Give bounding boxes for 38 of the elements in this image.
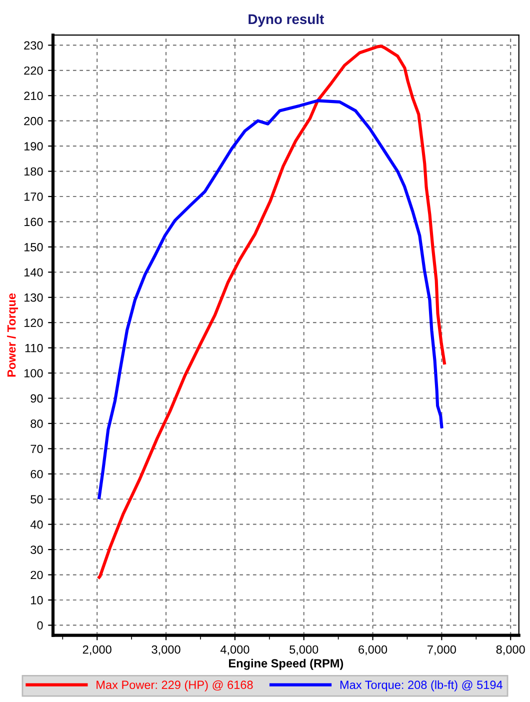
x-tick-label: 6,000: [358, 645, 388, 656]
y-tick-label: 180: [24, 167, 43, 176]
y-tick-label: 190: [24, 142, 43, 150]
y-tick-label: 0: [37, 621, 43, 630]
y-tick-label: 120: [24, 318, 43, 327]
x-tick-label: 5,000: [290, 645, 318, 656]
y-tick-label: 20: [30, 570, 43, 580]
y-tick-label: 90: [30, 394, 43, 403]
x-tick-label: 2,000: [82, 645, 112, 656]
y-tick-label: 80: [30, 420, 43, 428]
y-tick-label: 150: [24, 242, 43, 252]
x-axis-title: Engine Speed (RPM): [229, 658, 344, 670]
y-tick-label: 10: [31, 596, 43, 604]
text: Max Power: 229 (HP) @ 6168: [96, 680, 253, 692]
y-tick-label: 60: [30, 470, 43, 478]
y-tick-label: 100: [24, 369, 43, 378]
y-tick-label: 70: [30, 444, 43, 454]
y-tick-label: 170: [24, 192, 43, 201]
y-tick-label: 220: [24, 66, 43, 75]
y-tick-label: 30: [30, 546, 43, 554]
y-axis-title: Power / Torque: [7, 293, 18, 377]
y-tick-label: 110: [25, 344, 43, 352]
y-tick-label: 230: [24, 41, 43, 50]
line-series: [98, 99, 444, 500]
x-tick-label: 4,000: [220, 645, 250, 656]
x-tick-label: 7,000: [428, 645, 456, 656]
text: Max Torque: 208 (lb-ft) @ 5194: [340, 680, 502, 692]
x-tick-label: 3,000: [152, 645, 180, 656]
x-tick-label: 8,000: [496, 645, 525, 656]
y-tick-label: 130: [24, 293, 43, 302]
y-tick-label: 160: [24, 218, 43, 226]
chart-title: Dyno result: [248, 14, 324, 27]
line-series: [98, 44, 446, 579]
y-tick-label: 50: [30, 495, 43, 504]
y-tick-label: 210: [24, 92, 43, 100]
y-tick-label: 40: [30, 520, 43, 529]
y-tick-label: 140: [24, 268, 43, 277]
y-tick-label: 200: [24, 116, 43, 126]
